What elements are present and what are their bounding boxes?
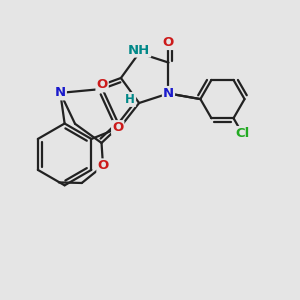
Text: H: H (125, 93, 135, 106)
Text: N: N (55, 86, 66, 99)
Text: O: O (163, 36, 174, 49)
Text: O: O (112, 121, 123, 134)
Text: O: O (98, 159, 109, 172)
Text: O: O (97, 78, 108, 91)
Text: N: N (163, 87, 174, 100)
Text: Cl: Cl (235, 127, 250, 140)
Text: NH: NH (128, 44, 150, 56)
